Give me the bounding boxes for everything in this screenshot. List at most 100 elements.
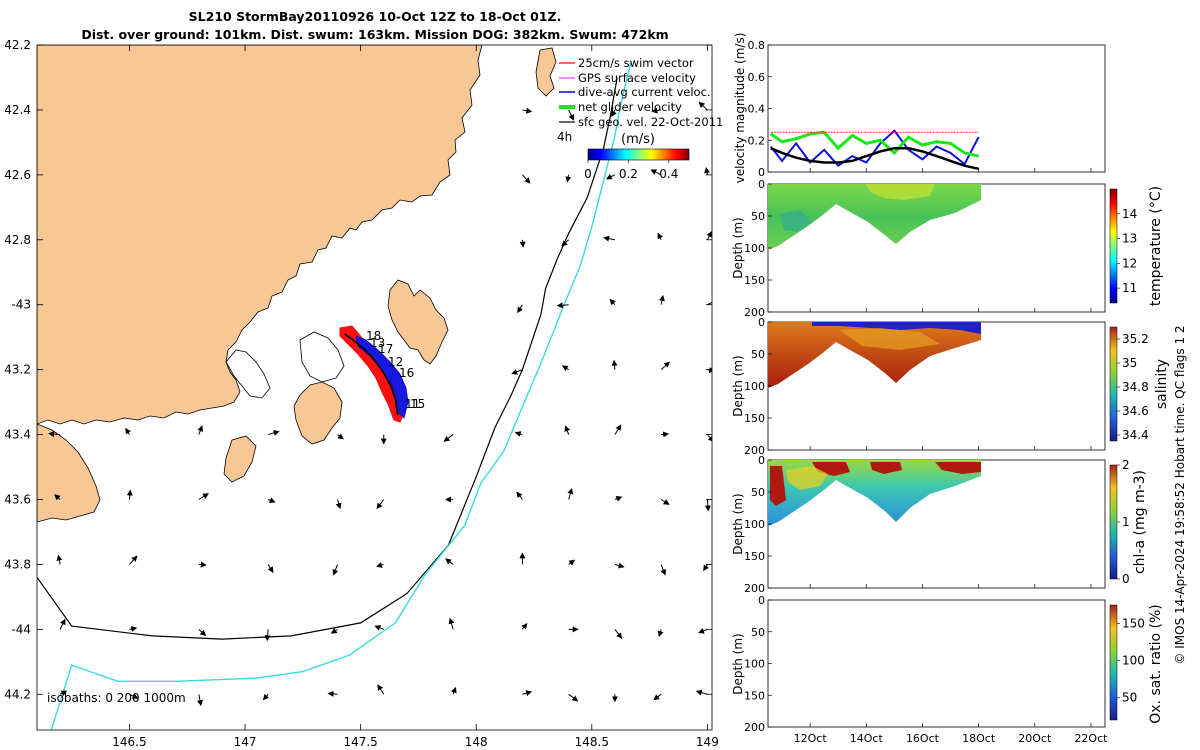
- current-vector-arrow: [568, 559, 576, 566]
- current-vector-arrow: [198, 493, 209, 500]
- velocity-series-sfc-geo: [770, 146, 979, 171]
- date-tick-label: 12Oct: [794, 732, 828, 745]
- salinity-mid-patch: [840, 328, 940, 350]
- bruny-island: [223, 435, 257, 483]
- oxygen-colorbar-ticks: 50 100 150: [1117, 617, 1145, 705]
- temperature-cool-patch: [780, 210, 812, 232]
- colorbar-tick-label: 35: [1122, 356, 1137, 370]
- map-xtick-label: 149: [696, 735, 719, 749]
- track-annotation-15: 15: [410, 397, 425, 411]
- glider-track-group: 18 13 17 12 16 15 11: [339, 325, 425, 423]
- current-vector-arrow: [59, 690, 68, 697]
- current-vector-arrow: [568, 693, 579, 702]
- colorbar-tick-label: 34.6: [1122, 404, 1149, 418]
- temperature-axis-ticks: 0 50 100 150 200: [744, 178, 772, 319]
- current-vector-arrow: [197, 694, 203, 707]
- colorbar-title-ms: (m/s): [621, 132, 655, 147]
- map-ytick-label: 43.2: [4, 363, 31, 377]
- current-vector-arrow: [376, 499, 385, 510]
- current-vector-arrow: [517, 304, 523, 314]
- figure-title-line1: SL210 StormBay20110926 10-Oct 12Z to 18-…: [188, 9, 562, 24]
- current-vector-arrow: [522, 174, 531, 184]
- velocity-panel: 0 0.2 0.4 0.6 0.8 velocity magnitude (m/s): [733, 33, 1106, 183]
- map-panel: 18 13 17 12 16 15 11 25cm/s swim vector …: [4, 38, 723, 749]
- current-vector-arrow: [129, 555, 138, 565]
- oxygen-axes-frame: [767, 599, 1106, 728]
- current-vector-arrow: [703, 564, 709, 572]
- current-vector-arrow: [698, 101, 708, 111]
- current-vector-arrow: [126, 489, 133, 500]
- current-vector-arrow: [614, 495, 623, 502]
- depth-tick-label: 100: [744, 380, 765, 393]
- salinity-colorbar-ticks: 34.4 34.6 34.8 35 35.2: [1117, 332, 1149, 442]
- current-vector-arrow: [707, 434, 712, 443]
- current-vector-arrow: [511, 369, 523, 375]
- salinity-axis-ticks: 0 50 100 150 200: [744, 316, 772, 457]
- depth-tick-label: 100: [744, 518, 765, 531]
- colorbar-tick-label: 11: [1122, 281, 1137, 295]
- depth-tick-label: 50: [751, 348, 765, 361]
- map-ytick-label: 42.6: [4, 168, 31, 182]
- current-vector-arrow: [653, 693, 662, 701]
- colorbar-tick-label: 12: [1122, 256, 1137, 270]
- current-vector-arrow: [565, 174, 572, 183]
- chla-colorbar-ticks: 0 1 2: [1117, 458, 1130, 586]
- current-vector-arrow: [704, 499, 711, 512]
- isobath-200m-line: [37, 77, 618, 640]
- temperature-ylabel: Depth (m): [731, 217, 745, 278]
- current-vector-arrow: [376, 562, 384, 568]
- depth-tick-label: 100: [744, 658, 765, 671]
- map-ytick-label: 42.8: [4, 233, 31, 247]
- velocity-ytick-label: 0: [758, 166, 765, 179]
- depth-tick-label: 150: [744, 550, 765, 563]
- depth-tick-label: 50: [751, 210, 765, 223]
- salinity-colorbar: [1109, 326, 1118, 442]
- velocity-axis-ticks: 0 0.2 0.4 0.6 0.8: [748, 39, 772, 179]
- oxygen-ylabel: Depth (m): [731, 633, 745, 694]
- current-vector-arrow: [335, 499, 342, 510]
- figure-title-line2: Dist. over ground: 101km. Dist. swum: 16…: [81, 27, 669, 42]
- date-tick-label: 14Oct: [850, 732, 884, 745]
- velocity-ytick-label: 0.2: [748, 134, 766, 147]
- chla-colorbar: [1109, 464, 1118, 580]
- current-vector-arrow: [337, 433, 344, 440]
- depth-tick-label: 200: [744, 444, 765, 457]
- current-vector-field: [48, 101, 712, 707]
- derwent-estuary: [225, 349, 271, 399]
- depth-tick-label: 0: [758, 178, 765, 191]
- map-ytick-label: 42.2: [4, 38, 31, 52]
- map-axis-ticks: 146.5 147 147.5 148 148.5 149 42.2 42.4 42.6 42.8…: [4, 38, 719, 749]
- chla-colorbar-label: chl-a (mg m-3): [1132, 470, 1148, 574]
- map-xtick-label: 147: [234, 735, 257, 749]
- map-xtick-label: 148.5: [575, 735, 609, 749]
- current-vector-arrow: [267, 564, 274, 573]
- current-vector-arrow: [695, 689, 708, 696]
- speed-colorbar-ticks: 0 0.2 0.4: [584, 160, 678, 181]
- colorbar-tick-label: 35.2: [1122, 332, 1149, 346]
- current-vector-arrow: [198, 628, 207, 637]
- map-xtick-label: 147.5: [343, 735, 377, 749]
- salinity-colorbar-label: salinity: [1154, 359, 1170, 409]
- date-tick-label: 16Oct: [906, 732, 940, 745]
- date-axis-ticks: 12Oct 14Oct 16Oct 18Oct 20Oct 22Oct: [794, 168, 1108, 745]
- map-xtick-label: 146.5: [112, 735, 146, 749]
- isobath-label: isobaths: 0 200 1000m: [47, 691, 186, 705]
- velocity-series-net-glider: [769, 130, 979, 158]
- depth-tick-label: 150: [744, 274, 765, 287]
- colorbar-tick-label: 1: [1122, 515, 1130, 529]
- velocity-ytick-label: 0.8: [748, 39, 766, 52]
- current-vector-arrow: [614, 562, 625, 569]
- date-tick-label: 18Oct: [962, 732, 996, 745]
- current-vector-arrow: [611, 359, 618, 370]
- track-annotation-18: 18: [366, 329, 381, 343]
- colorbar-tick-label: 50: [1122, 691, 1137, 705]
- current-vector-arrow: [707, 299, 712, 306]
- imos-credit: © IMOS 14-Apr-2024 19:58:52 Hobart time.…: [1173, 325, 1187, 664]
- current-vector-arrow: [605, 173, 616, 180]
- current-vector-arrow: [374, 625, 384, 631]
- chla-axis-ticks: 0 50 100 150 200: [744, 454, 772, 595]
- legend-label-dive-avg: dive-avg current veloc.: [578, 85, 711, 99]
- depth-tick-label: 200: [744, 582, 765, 595]
